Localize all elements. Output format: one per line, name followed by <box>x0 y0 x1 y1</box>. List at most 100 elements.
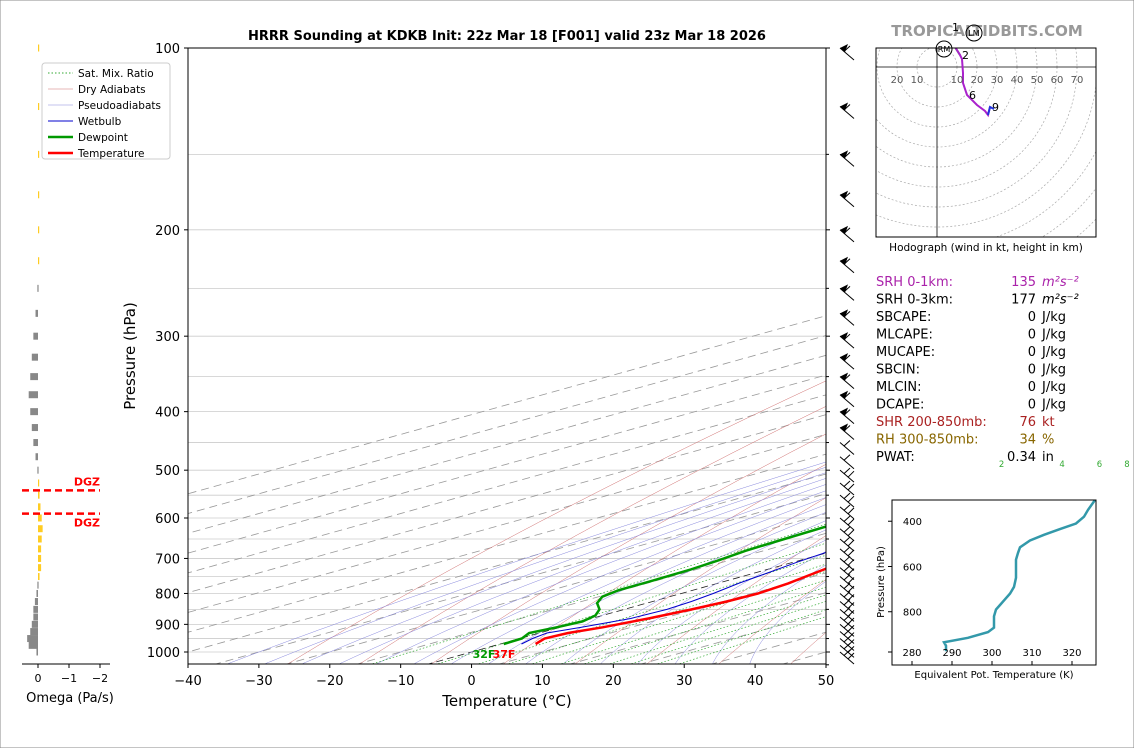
omega-bar <box>38 535 42 542</box>
omega-bar <box>38 45 39 52</box>
omega-bar <box>33 333 38 340</box>
omega-bar <box>38 515 42 522</box>
omega-bar <box>38 191 39 198</box>
lm-label: LM <box>968 29 979 38</box>
omega-bar <box>38 545 41 552</box>
index-value: 177 <box>1011 293 1036 308</box>
omega-bar <box>36 590 38 597</box>
omega-bar <box>38 151 39 158</box>
omega-tick-label: −2 <box>92 672 108 685</box>
legend: Sat. Mix. Ratio Dry Adiabats Pseudoadiabat… <box>42 63 170 160</box>
index-label: MLCAPE: <box>876 328 933 343</box>
omega-bar <box>36 453 38 460</box>
legend-label: Dry Adiabats <box>78 84 146 96</box>
omega-bar <box>30 628 38 635</box>
index-label: MUCAPE: <box>876 345 935 360</box>
index-label: PWAT: <box>876 450 915 465</box>
hodo-ring-label: 20 <box>891 75 904 86</box>
x-tick-label: −40 <box>174 674 201 689</box>
watermark: TROPICALTIDBITS.COM <box>891 22 1083 40</box>
index-value: 135 <box>1011 275 1036 290</box>
omega-bar <box>37 467 38 474</box>
x-tick-label: −10 <box>387 674 414 689</box>
hodo-height-label: 6 <box>969 89 976 102</box>
mixing-ratio-label: 6 <box>1097 460 1102 470</box>
y-tick-label: 200 <box>155 224 180 239</box>
x-tick-label: 0 <box>467 674 475 689</box>
omega-bar <box>29 391 38 398</box>
omega-bar <box>30 373 38 380</box>
y-tick-label: 1000 <box>147 646 180 661</box>
index-value: 0.34 <box>1007 450 1036 465</box>
y-tick-label: 800 <box>155 587 180 602</box>
x-tick-label: −30 <box>245 674 272 689</box>
index-label: DCAPE: <box>876 398 924 413</box>
legend-label: Sat. Mix. Ratio <box>78 68 154 80</box>
omega-bar <box>37 582 38 589</box>
hodo-height-label: 2 <box>962 49 969 62</box>
omega-axis-label: Omega (Pa/s) <box>26 691 114 706</box>
x-tick-label: 20 <box>605 674 622 689</box>
index-unit: m²s⁻² <box>1042 293 1079 308</box>
theta-e-y-tick-label: 400 <box>903 517 922 528</box>
omega-bar <box>27 635 38 642</box>
index-value: 0 <box>1028 310 1036 325</box>
chart-title: HRRR Sounding at KDKB Init: 22z Mar 18 [… <box>248 29 766 44</box>
mixing-ratio-label: 8 <box>1124 460 1129 470</box>
index-value: 0 <box>1028 380 1036 395</box>
rm-label: RM <box>938 45 951 54</box>
index-value: 76 <box>1019 415 1036 430</box>
index-label: SBCAPE: <box>876 310 931 325</box>
y-tick-label: 300 <box>155 330 180 345</box>
hodo-height-label: 9 <box>992 101 999 114</box>
theta-e-x-tick-label: 310 <box>1022 648 1041 659</box>
dgz-label-top: DGZ <box>74 475 100 488</box>
x-tick-label: 50 <box>818 674 835 689</box>
omega-bar <box>33 613 38 620</box>
omega-bar <box>38 503 40 510</box>
legend-label: Pseudoadiabats <box>78 100 161 112</box>
hodo-ring-label: 10 <box>951 75 964 86</box>
index-unit: in <box>1042 450 1054 465</box>
hodo-ring-label: 50 <box>1031 75 1044 86</box>
index-label: SRH 0-1km: <box>876 275 953 290</box>
index-unit: J/kg <box>1041 328 1066 343</box>
index-value: 0 <box>1028 328 1036 343</box>
y-tick-label: 400 <box>155 406 180 421</box>
index-value: 0 <box>1028 345 1036 360</box>
omega-bar <box>33 439 38 446</box>
hodo-ring-label: 70 <box>1071 75 1084 86</box>
index-unit: m²s⁻² <box>1042 275 1079 290</box>
index-value: 0 <box>1028 363 1036 378</box>
index-unit: J/kg <box>1041 363 1066 378</box>
y-tick-label: 700 <box>155 552 180 567</box>
omega-tick-label: 0 <box>35 672 42 685</box>
legend-label: Temperature <box>77 148 145 160</box>
index-unit: J/kg <box>1041 380 1066 395</box>
index-label: SHR 200-850mb: <box>876 415 987 430</box>
y-tick-label: 100 <box>155 42 180 57</box>
y-tick-label: 900 <box>155 618 180 633</box>
theta-e-x-label: Equivalent Pot. Temperature (K) <box>914 670 1073 681</box>
y-axis-label: Pressure (hPa) <box>121 302 139 410</box>
index-unit: J/kg <box>1041 310 1066 325</box>
omega-bar <box>32 354 38 361</box>
index-value: 34 <box>1019 433 1036 448</box>
hodo-ring-label: 30 <box>991 75 1004 86</box>
omega-bar <box>36 310 38 317</box>
index-unit: % <box>1042 433 1054 448</box>
mixing-ratio-label: 4 <box>1059 460 1064 470</box>
dgz-label-bottom: DGZ <box>74 517 100 530</box>
index-unit: J/kg <box>1041 398 1066 413</box>
omega-bar <box>38 257 39 264</box>
index-label: RH 300-850mb: <box>876 433 979 448</box>
hodo-ring-label: 20 <box>971 75 984 86</box>
hodo-caption: Hodograph (wind in kt, height in km) <box>889 242 1083 254</box>
x-tick-label: 30 <box>676 674 693 689</box>
omega-bar <box>38 492 40 499</box>
omega-bar <box>38 555 41 562</box>
omega-bar <box>32 621 38 628</box>
omega-bar <box>32 424 38 431</box>
y-tick-label: 600 <box>155 512 180 527</box>
